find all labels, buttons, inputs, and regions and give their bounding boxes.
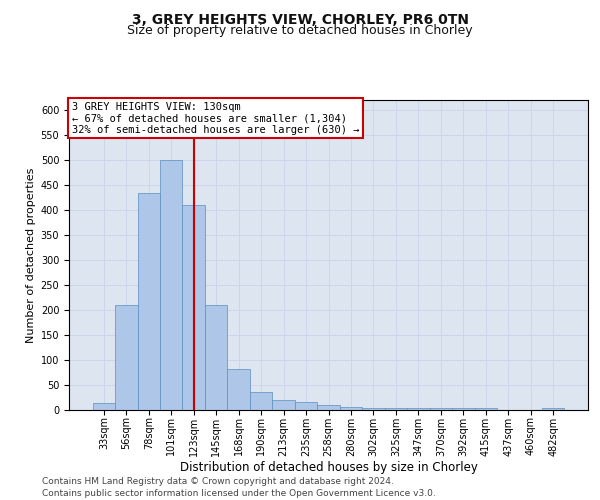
X-axis label: Distribution of detached houses by size in Chorley: Distribution of detached houses by size …: [179, 461, 478, 474]
Bar: [340, 407, 362, 410]
Bar: [475, 408, 497, 410]
Bar: [182, 205, 205, 410]
Text: Contains HM Land Registry data © Crown copyright and database right 2024.: Contains HM Land Registry data © Crown c…: [42, 478, 394, 486]
Y-axis label: Number of detached properties: Number of detached properties: [26, 168, 37, 342]
Text: Contains public sector information licensed under the Open Government Licence v3: Contains public sector information licen…: [42, 489, 436, 498]
Bar: [430, 408, 452, 410]
Bar: [227, 368, 250, 410]
Bar: [362, 408, 385, 410]
Bar: [92, 402, 115, 410]
Text: 3, GREY HEIGHTS VIEW, CHORLEY, PR6 0TN: 3, GREY HEIGHTS VIEW, CHORLEY, PR6 0TN: [131, 12, 469, 26]
Bar: [250, 392, 272, 410]
Bar: [205, 305, 227, 410]
Bar: [137, 192, 160, 410]
Bar: [295, 402, 317, 410]
Bar: [452, 408, 475, 410]
Bar: [542, 408, 565, 410]
Bar: [407, 408, 430, 410]
Bar: [115, 305, 137, 410]
Bar: [160, 160, 182, 410]
Text: Size of property relative to detached houses in Chorley: Size of property relative to detached ho…: [127, 24, 473, 37]
Bar: [272, 400, 295, 410]
Text: 3 GREY HEIGHTS VIEW: 130sqm
← 67% of detached houses are smaller (1,304)
32% of : 3 GREY HEIGHTS VIEW: 130sqm ← 67% of det…: [71, 102, 359, 134]
Bar: [317, 405, 340, 410]
Bar: [385, 408, 407, 410]
